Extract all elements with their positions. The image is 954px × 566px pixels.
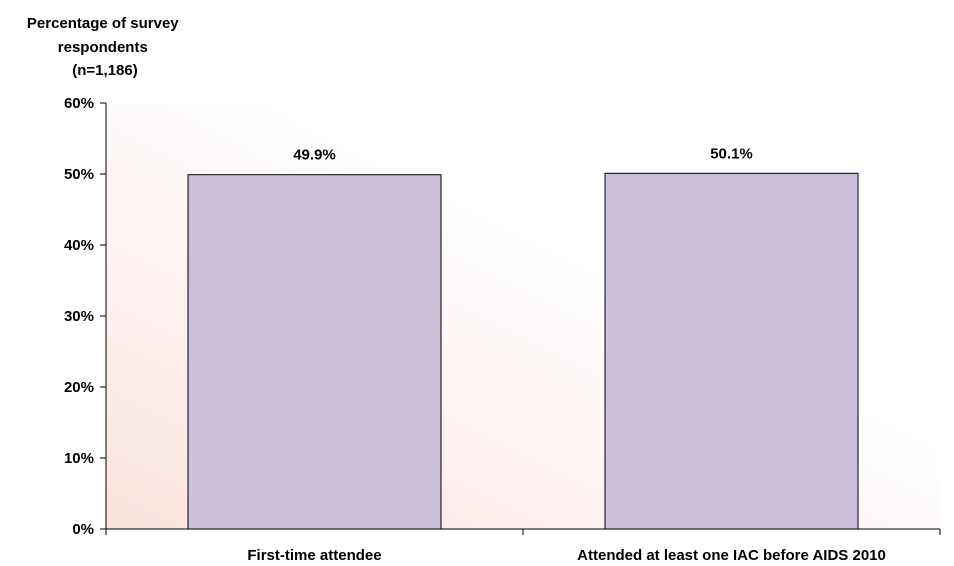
y-tick-label: 30% bbox=[64, 308, 94, 325]
x-category-label: Attended at least one IAC before AIDS 20… bbox=[577, 547, 886, 564]
y-axis-title-line-2: respondents bbox=[58, 39, 148, 56]
y-tick-label: 0% bbox=[72, 521, 94, 538]
data-label: 50.1% bbox=[710, 145, 753, 162]
y-tick-label: 40% bbox=[64, 237, 94, 254]
y-axis-title: Percentage of survey respondents (n=1,18… bbox=[27, 15, 183, 79]
bar bbox=[187, 174, 442, 530]
y-axis-title-line-1: Percentage of survey bbox=[27, 15, 179, 32]
y-tick-label: 60% bbox=[64, 95, 94, 112]
y-tick-label: 20% bbox=[64, 379, 94, 396]
y-tick-label: 50% bbox=[64, 166, 94, 183]
x-category-label: First-time attendee bbox=[247, 547, 381, 564]
data-label: 49.9% bbox=[293, 147, 336, 164]
bar bbox=[604, 172, 859, 530]
y-axis-title-line-3: (n=1,186) bbox=[72, 62, 137, 79]
y-tick-label: 10% bbox=[64, 450, 94, 467]
